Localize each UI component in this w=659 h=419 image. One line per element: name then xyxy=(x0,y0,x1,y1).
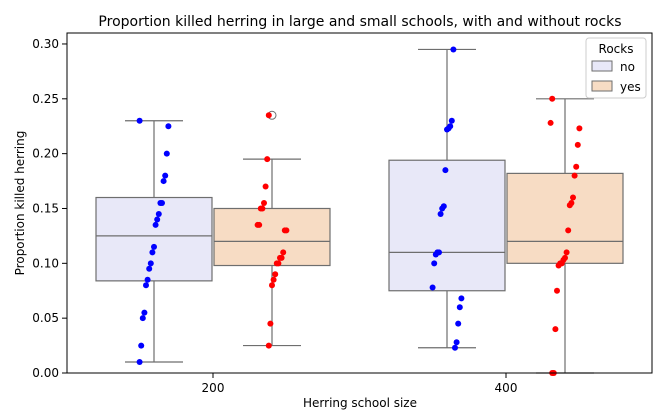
point-no-200-18 xyxy=(138,342,145,349)
point-yes-400-8 xyxy=(566,202,573,209)
x-tick-label-1: 400 xyxy=(495,381,518,395)
box-no-200 xyxy=(95,196,213,282)
point-yes-400-16 xyxy=(554,287,560,294)
point-no-200-7 xyxy=(155,210,162,217)
point-no-400-18 xyxy=(452,344,458,351)
point-yes-200-15 xyxy=(272,271,279,278)
point-no-200-16 xyxy=(141,309,148,316)
point-yes-200-7 xyxy=(254,221,261,228)
point-yes-200-1 xyxy=(264,156,271,163)
point-yes-400-0 xyxy=(549,95,556,102)
point-no-200-2 xyxy=(163,150,170,157)
point-yes-400-1 xyxy=(547,119,554,126)
y-tick-label-6: 0.30 xyxy=(32,37,59,51)
point-yes-200-10 xyxy=(280,249,287,256)
point-no-400-8 xyxy=(437,210,444,217)
point-yes-200-16 xyxy=(270,276,277,283)
point-yes-200-9 xyxy=(281,227,288,234)
y-tick-label-4: 0.20 xyxy=(32,147,59,161)
point-yes-400-4 xyxy=(573,163,580,170)
point-no-400-15 xyxy=(456,304,463,311)
point-no-200-3 xyxy=(162,172,169,179)
y-tick-label-5: 0.25 xyxy=(32,92,59,106)
plot-area xyxy=(95,46,624,376)
point-no-400-4 xyxy=(444,126,450,133)
chart-title: Proportion killed herring in large and s… xyxy=(98,14,621,30)
point-yes-400-5 xyxy=(571,172,578,179)
point-yes-400-3 xyxy=(574,141,581,148)
legend-label-no: no xyxy=(620,60,635,74)
point-no-200-6 xyxy=(157,200,164,206)
point-no-200-9 xyxy=(152,221,159,228)
point-yes-200-2 xyxy=(262,183,269,190)
point-no-200-19 xyxy=(136,359,143,366)
point-yes-400-6 xyxy=(570,194,576,201)
legend-swatch-yes xyxy=(591,80,613,92)
legend-title: Rocks xyxy=(599,42,634,56)
box-yes-200 xyxy=(213,207,331,267)
point-no-200-15 xyxy=(143,282,149,289)
point-no-400-0 xyxy=(450,46,457,53)
y-tick-label-0: 0.00 xyxy=(32,366,59,380)
point-yes-200-18 xyxy=(267,320,274,327)
point-no-200-14 xyxy=(144,276,151,283)
y-tick-label-3: 0.15 xyxy=(32,201,59,215)
y-axis-label: Proportion killed herring xyxy=(13,131,27,276)
point-yes-200-5 xyxy=(257,205,264,212)
point-no-400-1 xyxy=(448,117,455,124)
point-no-400-5 xyxy=(442,167,449,174)
point-yes-400-2 xyxy=(576,125,583,132)
box-no-400 xyxy=(388,159,506,292)
point-no-200-11 xyxy=(149,249,156,256)
y-tick-label-2: 0.10 xyxy=(32,256,59,270)
point-yes-200-14 xyxy=(273,260,280,267)
point-no-200-8 xyxy=(154,216,161,223)
point-no-200-17 xyxy=(139,315,146,322)
point-no-400-13 xyxy=(429,284,436,291)
point-yes-200-0 xyxy=(265,112,272,119)
point-yes-200-12 xyxy=(277,254,283,261)
plot-frame xyxy=(66,32,653,374)
point-no-400-12 xyxy=(431,260,438,267)
point-no-200-12 xyxy=(147,260,154,267)
point-yes-200-17 xyxy=(269,282,275,289)
point-no-400-7 xyxy=(439,205,446,212)
point-no-200-0 xyxy=(136,117,143,124)
point-no-400-16 xyxy=(455,320,462,327)
point-yes-400-9 xyxy=(565,227,572,234)
point-no-200-10 xyxy=(151,243,157,250)
point-yes-200-19 xyxy=(265,342,272,349)
box-yes-400 xyxy=(506,172,624,264)
point-yes-400-10 xyxy=(563,249,570,256)
point-yes-400-15 xyxy=(555,262,562,269)
x-axis-label: Herring school size xyxy=(303,396,417,410)
point-yes-400-17 xyxy=(552,326,559,333)
point-no-200-1 xyxy=(165,123,172,130)
y-tick-label-1: 0.05 xyxy=(32,311,59,325)
point-no-400-11 xyxy=(432,251,439,258)
point-no-400-17 xyxy=(453,339,460,346)
point-yes-200-3 xyxy=(261,200,267,206)
legend-label-yes: yes xyxy=(620,80,641,94)
x-tick-label-0: 200 xyxy=(202,381,225,395)
axes: 0.00 0.05 0.10 0.15 0.20 0.25 0.30 200 400 xyxy=(32,32,653,395)
point-no-200-13 xyxy=(146,265,153,272)
point-no-400-14 xyxy=(458,295,465,302)
point-no-200-4 xyxy=(160,178,167,185)
legend: Rocks no yes xyxy=(585,37,647,99)
legend-swatch-no xyxy=(591,60,613,72)
